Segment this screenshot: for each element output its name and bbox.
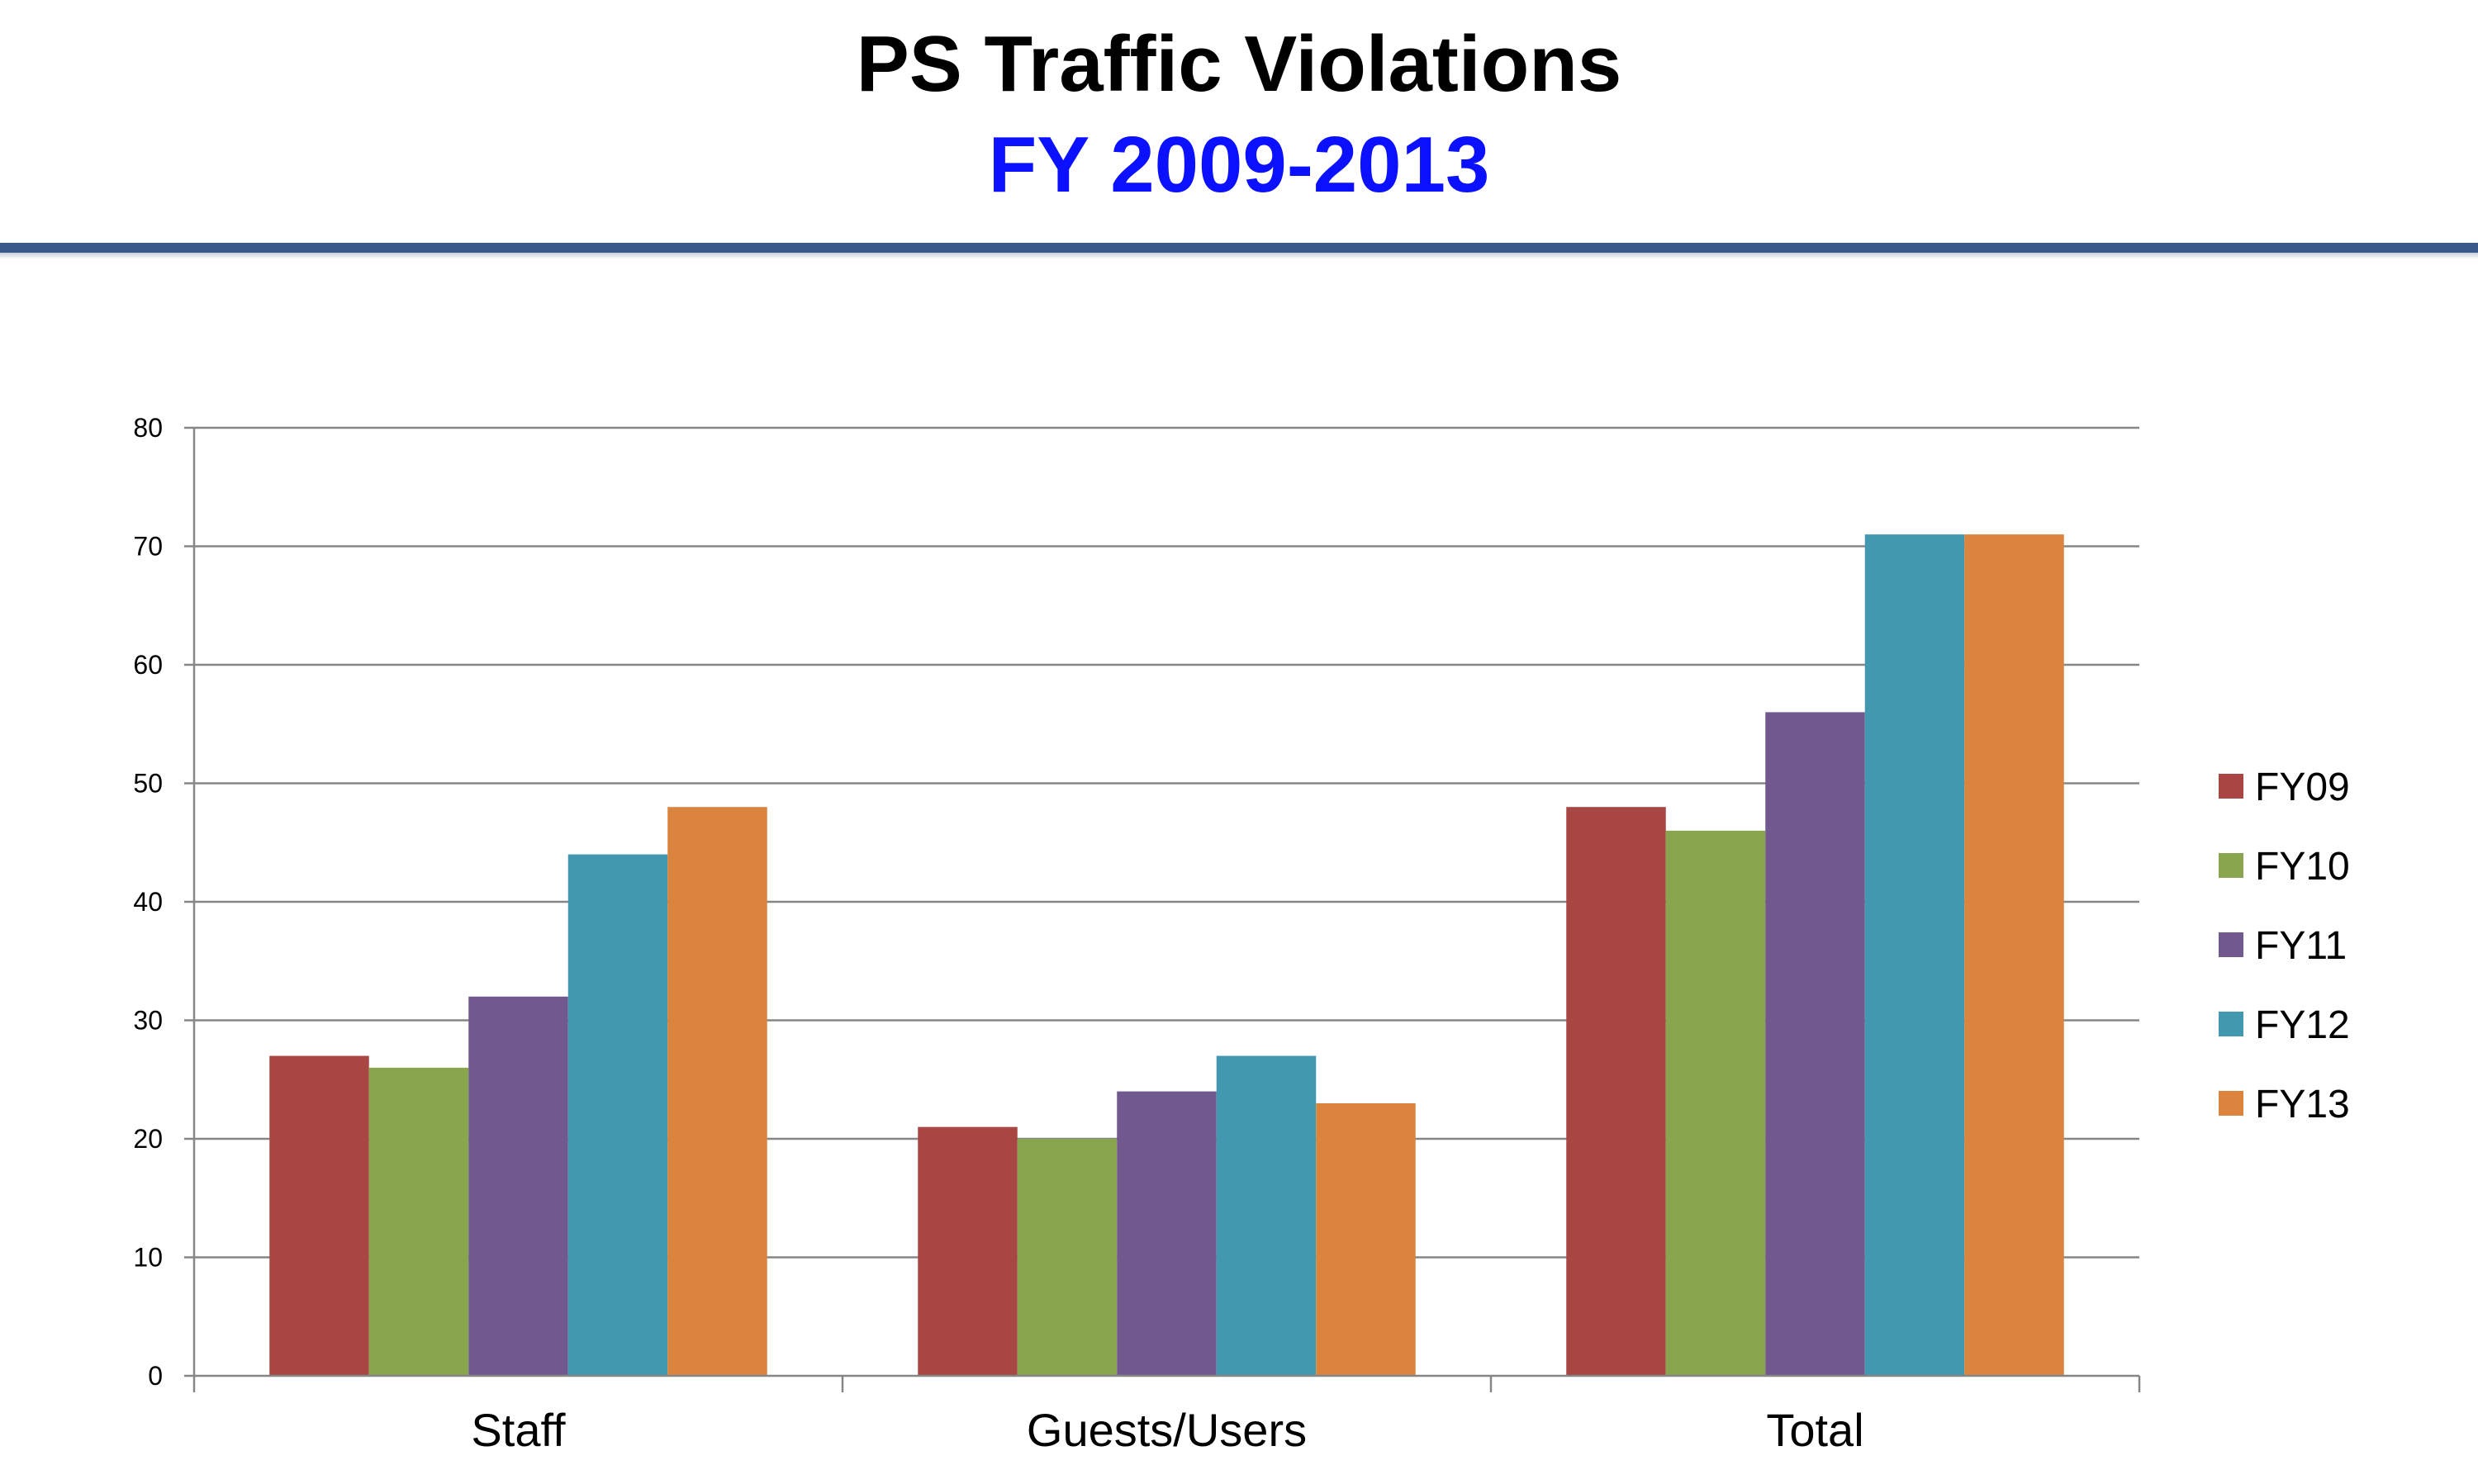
x-axis-category-labels: Staff Guests/Users Total (471, 1404, 1863, 1456)
legend-label-fy11: FY11 (2255, 924, 2347, 968)
y-tick-label: 0 (148, 1361, 163, 1391)
x-category-label: Staff (471, 1404, 566, 1456)
bar-fy12-staff (567, 854, 668, 1376)
y-tick-label: 80 (133, 413, 163, 443)
bar-series-group (269, 534, 2064, 1376)
chart-subtitle: FY 2009-2013 (988, 121, 1490, 209)
bar-fy10-staff (368, 1067, 469, 1376)
y-tick-label: 50 (133, 769, 163, 799)
bar-fy12-total (1864, 534, 1965, 1376)
x-category-label: Guests/Users (1027, 1404, 1307, 1456)
legend-label-fy09: FY09 (2255, 766, 2350, 809)
y-tick-label: 70 (133, 532, 163, 562)
bar-fy09-guests-users (918, 1126, 1018, 1376)
legend-label-fy10: FY10 (2255, 845, 2350, 889)
header-divider-shadow (0, 253, 2478, 259)
bar-fy13-total (1964, 534, 2064, 1376)
bar-fy11-staff (468, 996, 568, 1376)
bar-fy12-guests-users (1216, 1055, 1317, 1376)
bar-fy11-guests-users (1117, 1091, 1217, 1376)
y-tick-label: 20 (133, 1124, 163, 1154)
y-tick-label: 60 (133, 650, 163, 680)
header-divider (0, 243, 2478, 253)
legend-label-fy13: FY13 (2255, 1083, 2350, 1126)
legend-swatch-fy11 (2219, 932, 2243, 957)
x-category-label: Total (1766, 1404, 1863, 1456)
y-tick-label: 10 (133, 1243, 163, 1273)
bar-fy10-guests-users (1017, 1139, 1118, 1376)
bar-fy09-total (1566, 807, 1666, 1376)
legend-swatch-fy12 (2219, 1012, 2243, 1036)
y-tick-label: 30 (133, 1006, 163, 1036)
legend: FY09 FY10 FY11 FY12 FY13 (2219, 766, 2350, 1126)
legend-swatch-fy10 (2219, 853, 2243, 878)
y-axis-tick-labels: 0 10 20 30 40 50 60 70 80 (133, 413, 163, 1391)
bar-fy13-guests-users (1316, 1102, 1416, 1376)
chart-title: PS Traffic Violations (856, 20, 1622, 108)
y-tick-label: 40 (133, 887, 163, 917)
legend-swatch-fy13 (2219, 1091, 2243, 1116)
bar-fy09-staff (269, 1055, 369, 1376)
bar-fy11-total (1765, 712, 1865, 1376)
legend-label-fy12: FY12 (2255, 1003, 2350, 1047)
bar-fy13-staff (667, 807, 767, 1376)
axes (184, 426, 2141, 1392)
legend-swatch-fy09 (2219, 774, 2243, 799)
bar-fy10-total (1665, 830, 1766, 1376)
